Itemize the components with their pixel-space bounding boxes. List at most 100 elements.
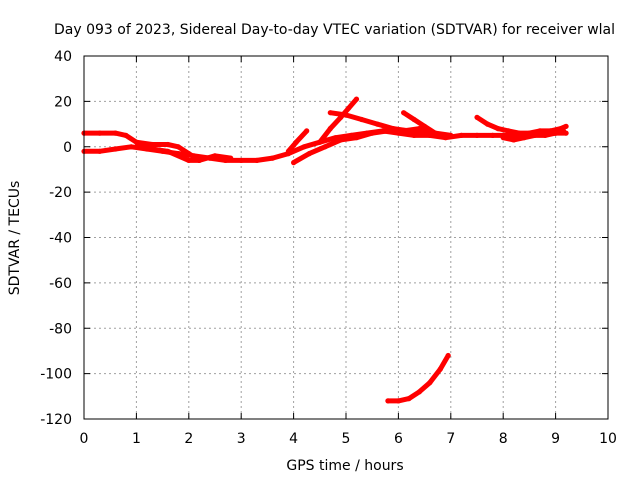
data-point xyxy=(165,148,171,154)
data-point xyxy=(563,123,569,129)
data-point xyxy=(542,132,548,138)
x-tick-label: 3 xyxy=(237,431,246,447)
data-point xyxy=(416,389,422,395)
data-point xyxy=(322,144,328,150)
chart-title: Day 093 of 2023, Sidereal Day-to-day VTE… xyxy=(54,22,615,38)
y-tick-label: -40 xyxy=(49,231,72,247)
x-tick-label: 1 xyxy=(132,431,141,447)
series-track-2 xyxy=(84,130,232,163)
y-tick-label: -60 xyxy=(49,276,72,292)
y-tick-label: -120 xyxy=(40,412,72,428)
y-tick-label: -100 xyxy=(40,367,72,383)
data-point xyxy=(401,110,407,116)
data-point xyxy=(338,137,344,143)
data-point xyxy=(128,144,134,150)
data-point xyxy=(448,132,454,138)
data-point xyxy=(516,130,522,136)
data-point xyxy=(427,380,433,386)
data-point xyxy=(317,139,323,145)
data-point xyxy=(133,139,139,145)
data-point xyxy=(301,144,307,150)
x-tick-label: 9 xyxy=(551,431,560,447)
y-tick-label: -80 xyxy=(49,321,72,337)
data-point xyxy=(558,126,564,132)
data-point xyxy=(228,155,234,161)
data-point xyxy=(306,151,312,157)
x-tick-label: 6 xyxy=(394,431,403,447)
data-point xyxy=(484,121,491,127)
data-point xyxy=(353,96,360,102)
data-point xyxy=(495,126,501,132)
data-point xyxy=(293,139,299,145)
data-point xyxy=(123,132,129,138)
data-point xyxy=(254,157,260,163)
data-point xyxy=(112,130,118,136)
data-point xyxy=(395,398,401,404)
data-point xyxy=(505,128,511,134)
data-point xyxy=(374,121,380,127)
data-point xyxy=(97,130,103,136)
data-point xyxy=(285,148,291,154)
data-point xyxy=(411,116,417,123)
x-tick-label: 0 xyxy=(80,431,89,447)
data-point xyxy=(346,105,352,111)
y-axis-label: SDTVAR / TECUs xyxy=(7,181,23,296)
data-point xyxy=(437,366,443,372)
data-point xyxy=(186,157,192,163)
data-point xyxy=(458,132,464,138)
y-tick-label: 20 xyxy=(54,94,72,110)
x-tick-label: 5 xyxy=(342,431,351,447)
data-point xyxy=(149,146,155,152)
data-point xyxy=(112,146,118,152)
data-point xyxy=(432,130,438,136)
data-point xyxy=(97,148,103,154)
data-point xyxy=(327,110,333,116)
y-tick-label: -20 xyxy=(49,185,72,201)
y-tick-label: 40 xyxy=(54,49,72,65)
x-tick-label: 8 xyxy=(499,431,508,447)
data-point xyxy=(186,151,192,157)
x-tick-label: 2 xyxy=(184,431,193,447)
grid xyxy=(84,56,608,419)
data-point xyxy=(133,144,139,150)
data-point xyxy=(490,132,496,138)
data-point xyxy=(369,130,375,136)
data-point xyxy=(385,398,391,404)
data-point xyxy=(343,112,349,118)
x-axis-label: GPS time / hours xyxy=(286,458,403,474)
data-point xyxy=(238,157,244,163)
x-tick-label: 7 xyxy=(446,431,455,447)
axis-ticks: 0 1 2 3 4 5 6 7 8 9 10 -120 -100 -80 -60 -40 -20 0 20 40 xyxy=(40,49,617,447)
data-point xyxy=(270,155,276,161)
data-point xyxy=(511,137,517,143)
x-tick-label: 4 xyxy=(289,431,298,447)
y-tick-label: 0 xyxy=(63,140,72,156)
data-point xyxy=(445,352,451,359)
data-point xyxy=(196,157,202,163)
data-point xyxy=(537,128,543,134)
data-point xyxy=(474,132,480,138)
data-point xyxy=(474,114,480,120)
series-track-9 xyxy=(475,115,568,136)
data-series-layer xyxy=(81,96,569,404)
data-point xyxy=(563,130,569,136)
data-point xyxy=(422,130,428,136)
data-point xyxy=(165,141,171,148)
data-point xyxy=(440,132,446,138)
data-point xyxy=(521,135,527,141)
data-point xyxy=(406,396,412,402)
data-point xyxy=(422,123,428,129)
data-point xyxy=(390,126,396,132)
data-point xyxy=(532,132,538,138)
data-point xyxy=(359,116,365,123)
data-point xyxy=(149,141,155,148)
x-tick-label: 10 xyxy=(599,431,617,447)
series-track-7 xyxy=(329,110,441,138)
data-point xyxy=(291,160,297,166)
data-point xyxy=(553,130,559,136)
data-point xyxy=(304,128,310,134)
data-point xyxy=(500,135,506,141)
data-point xyxy=(353,135,360,141)
